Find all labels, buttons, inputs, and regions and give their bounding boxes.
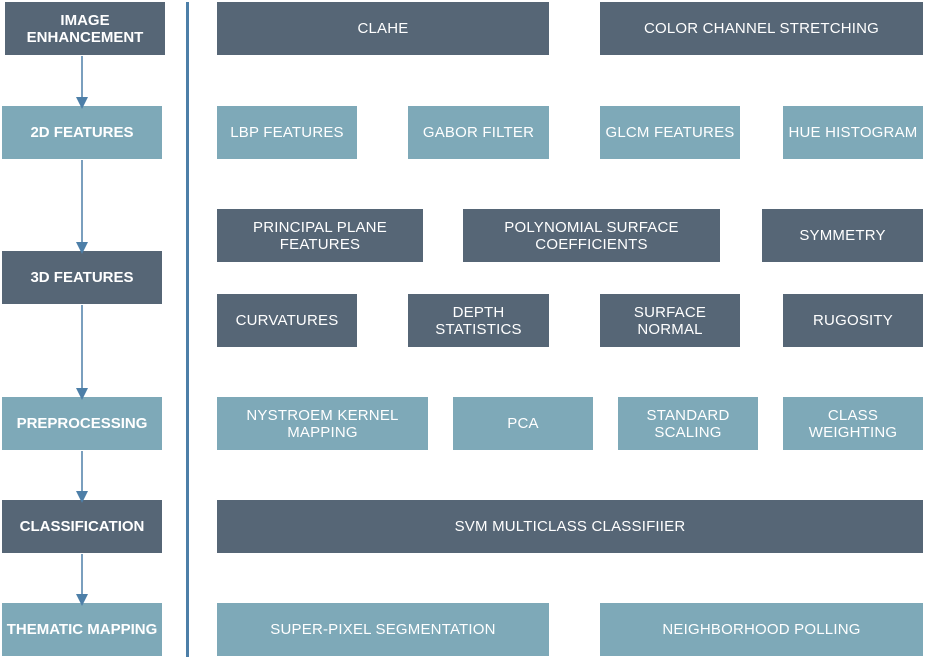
rugosity-box: RUGOSITY bbox=[783, 294, 923, 347]
polynomial-surface-coefficients-box: POLYNOMIAL SURFACE COEFFICIENTS bbox=[463, 209, 720, 262]
clahe-box: CLAHE bbox=[217, 2, 549, 55]
stage-thematic-mapping: THEMATIC MAPPING bbox=[2, 603, 162, 656]
curvatures-box: CURVATURES bbox=[217, 294, 357, 347]
principal-plane-features-box: PRINCIPAL PLANE FEATURES bbox=[217, 209, 423, 262]
gabor-filter-box: GABOR FILTER bbox=[408, 106, 549, 159]
glcm-features-box: GLCM FEATURES bbox=[600, 106, 740, 159]
stage-2d-features: 2D FEATURES bbox=[2, 106, 162, 159]
pca-box: PCA bbox=[453, 397, 593, 450]
standard-scaling-box: STANDARD SCALING bbox=[618, 397, 758, 450]
vertical-divider bbox=[186, 2, 189, 657]
lbp-features-box: LBP FEATURES bbox=[217, 106, 357, 159]
surface-normal-box: SURFACE NORMAL bbox=[600, 294, 740, 347]
stage-image-enhancement: IMAGE ENHANCEMENT bbox=[5, 2, 165, 55]
nystroem-kernel-mapping-box: NYSTROEM KERNEL MAPPING bbox=[217, 397, 428, 450]
color-channel-stretching-box: COLOR CHANNEL STRETCHING bbox=[600, 2, 923, 55]
symmetry-box: SYMMETRY bbox=[762, 209, 923, 262]
neighborhood-polling-box: NEIGHBORHOOD POLLING bbox=[600, 603, 923, 656]
super-pixel-segmentation-box: SUPER-PIXEL SEGMENTATION bbox=[217, 603, 549, 656]
depth-statistics-box: DEPTH STATISTICS bbox=[408, 294, 549, 347]
svm-multiclass-classifier-box: SVM MULTICLASS CLASSIFIIER bbox=[217, 500, 923, 553]
hue-histogram-box: HUE HISTOGRAM bbox=[783, 106, 923, 159]
stage-classification: CLASSIFICATION bbox=[2, 500, 162, 553]
class-weighting-box: CLASS WEIGHTING bbox=[783, 397, 923, 450]
stage-preprocessing: PREPROCESSING bbox=[2, 397, 162, 450]
stage-3d-features: 3D FEATURES bbox=[2, 251, 162, 304]
